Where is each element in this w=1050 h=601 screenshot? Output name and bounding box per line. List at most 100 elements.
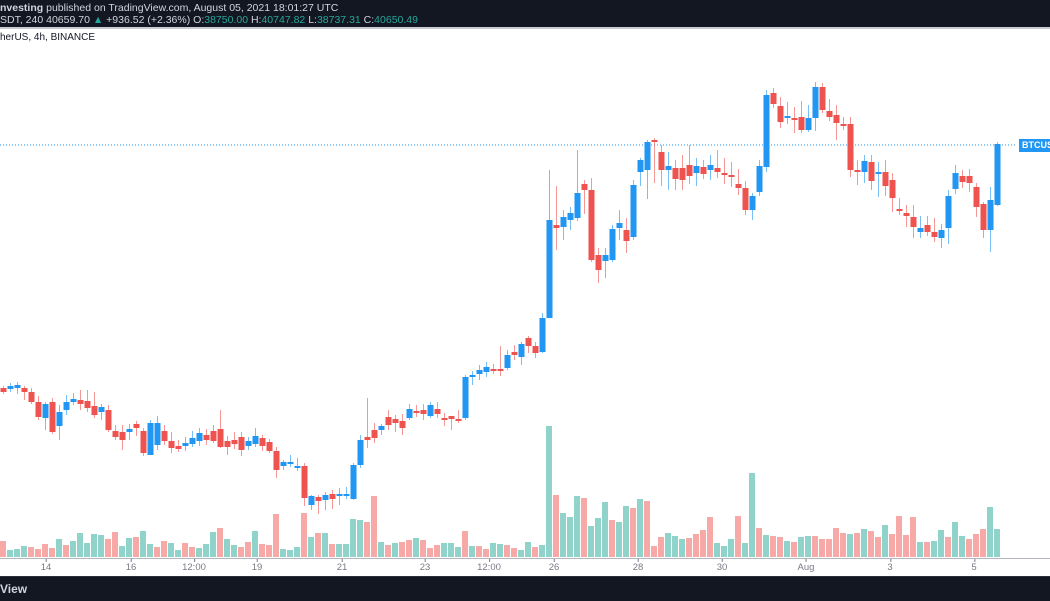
candle xyxy=(609,225,616,262)
candlestick-chart[interactable] xyxy=(0,29,1050,560)
candle xyxy=(63,395,70,415)
volume-bar xyxy=(413,538,419,557)
volume-bar xyxy=(833,528,839,557)
candle xyxy=(952,165,959,194)
volume-bar xyxy=(427,548,433,557)
volume-bar xyxy=(609,520,615,557)
close-label: C: xyxy=(363,14,375,26)
volume-bar xyxy=(147,544,153,557)
volume-bar xyxy=(637,499,643,557)
volume-bar xyxy=(854,533,860,557)
open-value: 38750.00 xyxy=(204,14,249,26)
candle xyxy=(77,390,84,410)
candle xyxy=(217,410,224,448)
low-value: 38737.31 xyxy=(316,14,361,26)
candle xyxy=(777,97,784,128)
volume-bar xyxy=(350,519,356,557)
volume-bar xyxy=(749,473,755,557)
candle xyxy=(490,364,497,374)
candle xyxy=(413,405,420,417)
volume-bar xyxy=(343,544,349,557)
volume-bar xyxy=(721,546,727,557)
volume-bar xyxy=(21,546,27,557)
candle xyxy=(840,117,847,130)
volume-bar xyxy=(917,542,923,557)
candle xyxy=(623,218,630,253)
volume-bar xyxy=(287,550,293,557)
candle xyxy=(161,425,168,445)
candle xyxy=(231,432,238,449)
time-tick: 14 xyxy=(41,559,51,573)
time-tick: 21 xyxy=(337,559,347,573)
volume-bar xyxy=(63,545,69,557)
price-change: +936.52 (+2.36%) xyxy=(106,14,191,26)
volume-bar xyxy=(224,539,230,557)
header-divider xyxy=(0,27,1050,29)
candle xyxy=(371,423,378,443)
volume-bar xyxy=(336,544,342,557)
volume-bar xyxy=(840,533,846,557)
volume-bar xyxy=(238,547,244,557)
volume-bar xyxy=(77,533,83,557)
volume-bar xyxy=(119,546,125,557)
candle xyxy=(21,386,28,400)
volume-bar xyxy=(763,535,769,557)
volume-bar xyxy=(973,534,979,557)
candle xyxy=(987,187,994,252)
volume-bar xyxy=(14,549,20,557)
candle xyxy=(945,190,952,244)
volume-bar xyxy=(371,496,377,557)
chart-legend: herUS, 4h, BINANCE xyxy=(0,32,96,43)
volume-bar xyxy=(532,547,538,557)
publish-header: nvesting published on TradingView.com, A… xyxy=(0,0,1050,27)
candle xyxy=(84,390,91,412)
candle xyxy=(147,420,154,455)
candle xyxy=(350,463,357,500)
volume-bar xyxy=(364,522,370,557)
volume-bar xyxy=(588,526,594,557)
candle xyxy=(546,170,553,318)
candle xyxy=(203,429,210,445)
volume-bar xyxy=(798,537,804,557)
volume-bar xyxy=(581,498,587,557)
volume-bar xyxy=(301,513,307,557)
candle xyxy=(133,421,140,436)
time-tick: 16 xyxy=(126,559,136,573)
volume-bar xyxy=(84,543,90,557)
candle xyxy=(476,365,483,380)
ohlc-summary: SDT, 240 40659.70 ▲ +936.52 (+2.36%) O:3… xyxy=(0,14,418,26)
time-tick: 5 xyxy=(971,559,977,573)
candle xyxy=(644,140,651,199)
up-arrow-icon: ▲ xyxy=(92,14,104,26)
candle xyxy=(266,439,273,453)
candle xyxy=(616,210,623,240)
volume-bar xyxy=(791,542,797,557)
volume-bar xyxy=(805,536,811,557)
volume-bar xyxy=(126,538,132,557)
volume-bar xyxy=(994,529,1000,557)
candle xyxy=(259,435,266,451)
time-axis[interactable]: 14 16 12:00 19 21 23 12:00 26 28 30 Aug 3 5 xyxy=(0,558,1050,577)
time-tick: 28 xyxy=(633,559,643,573)
candle xyxy=(826,99,833,121)
author-name[interactable]: nvesting xyxy=(0,2,44,14)
volume-bar xyxy=(546,426,552,557)
tradingview-logo[interactable]: View xyxy=(0,582,28,596)
candle xyxy=(168,432,175,453)
candle xyxy=(357,435,364,468)
volume-bar xyxy=(217,528,223,557)
candle xyxy=(343,487,350,499)
candle xyxy=(798,101,805,133)
volume-bar xyxy=(462,531,468,557)
candle xyxy=(322,492,329,510)
volume-bar xyxy=(35,549,41,557)
candle xyxy=(35,396,42,420)
candle xyxy=(210,425,217,443)
volume-bar xyxy=(735,516,741,557)
candle xyxy=(525,336,532,353)
volume-bar xyxy=(49,548,55,557)
volume-bar xyxy=(42,544,48,557)
volume-bar xyxy=(742,543,748,557)
volume-bar xyxy=(504,545,510,557)
candle xyxy=(581,180,588,214)
